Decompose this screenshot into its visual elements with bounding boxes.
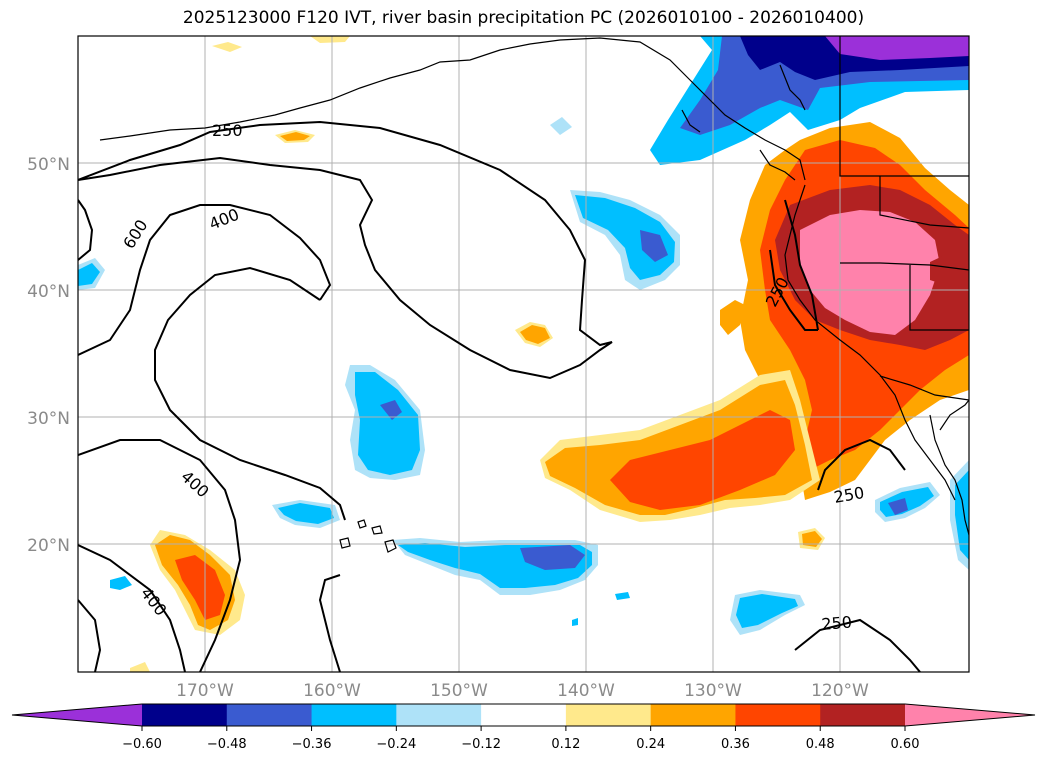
lat-label: 20°N: [27, 536, 70, 556]
colorbar-segment: [226, 704, 313, 726]
colorbar-tick-label: −0.48: [207, 737, 247, 752]
colorbar-tick-label: 0.48: [806, 737, 835, 752]
colorbar-tick-label: −0.12: [461, 737, 501, 752]
lon-label: 120°W: [811, 681, 869, 701]
colorbar-segment: [565, 704, 652, 726]
latitude-labels: 50°N 40°N 30°N 20°N: [27, 155, 70, 556]
precip-neg-midpacific: [78, 117, 969, 635]
precip-pos-subtropical: [540, 370, 820, 522]
colorbar-tick-label: −0.24: [376, 737, 416, 752]
colorbar-segment: [12, 704, 142, 726]
lat-label: 50°N: [27, 155, 70, 175]
colorbar-segment: [905, 704, 1035, 726]
longitude-labels: 170°W 160°W 150°W 140°W 130°W 120°W: [176, 681, 869, 701]
lon-label: 160°W: [303, 681, 361, 701]
colorbar-segment: [735, 704, 821, 726]
precip-pos-hawaii: [150, 530, 245, 635]
map-area: 250 400 600 400 400 250 250 250: [78, 36, 969, 672]
figure-title: 2025123000 F120 IVT, river basin precipi…: [182, 8, 865, 28]
lat-label: 40°N: [27, 282, 70, 302]
lon-label: 130°W: [684, 681, 742, 701]
colorbar-tick-label: 0.24: [636, 737, 665, 752]
map-frame: [77, 35, 970, 673]
colorbar-segment: [820, 704, 906, 726]
colorbar-segment: [142, 704, 228, 726]
colorbar-tick-label: 0.12: [551, 737, 580, 752]
colorbar-tick-label: 0.60: [891, 737, 920, 752]
lon-label: 140°W: [557, 681, 615, 701]
graticule: [78, 36, 969, 672]
colorbar-segment: [396, 704, 482, 726]
coastlines: [99, 36, 969, 536]
colorbar-segment: [481, 704, 567, 726]
colorbar-tick-label: −0.36: [292, 737, 332, 752]
lon-label: 150°W: [430, 681, 488, 701]
colorbar-segment: [650, 704, 736, 726]
precip-neg-north: [650, 36, 969, 165]
lat-label: 30°N: [27, 409, 70, 429]
hawaii-islands: [339, 519, 397, 553]
colorbar: −0.60 −0.48 −0.36 −0.24 −0.12 0.12 0.24 0.36 0.4…: [11, 703, 1036, 752]
colorbar-segment: [311, 704, 397, 726]
colorbar-tick-label: 0.36: [721, 737, 750, 752]
lon-label: 170°W: [176, 681, 234, 701]
ivt-contours: [78, 120, 921, 672]
colorbar-tick-label: −0.60: [122, 737, 162, 752]
contour-label: 250: [212, 121, 243, 140]
contour-label: 250: [821, 612, 853, 634]
